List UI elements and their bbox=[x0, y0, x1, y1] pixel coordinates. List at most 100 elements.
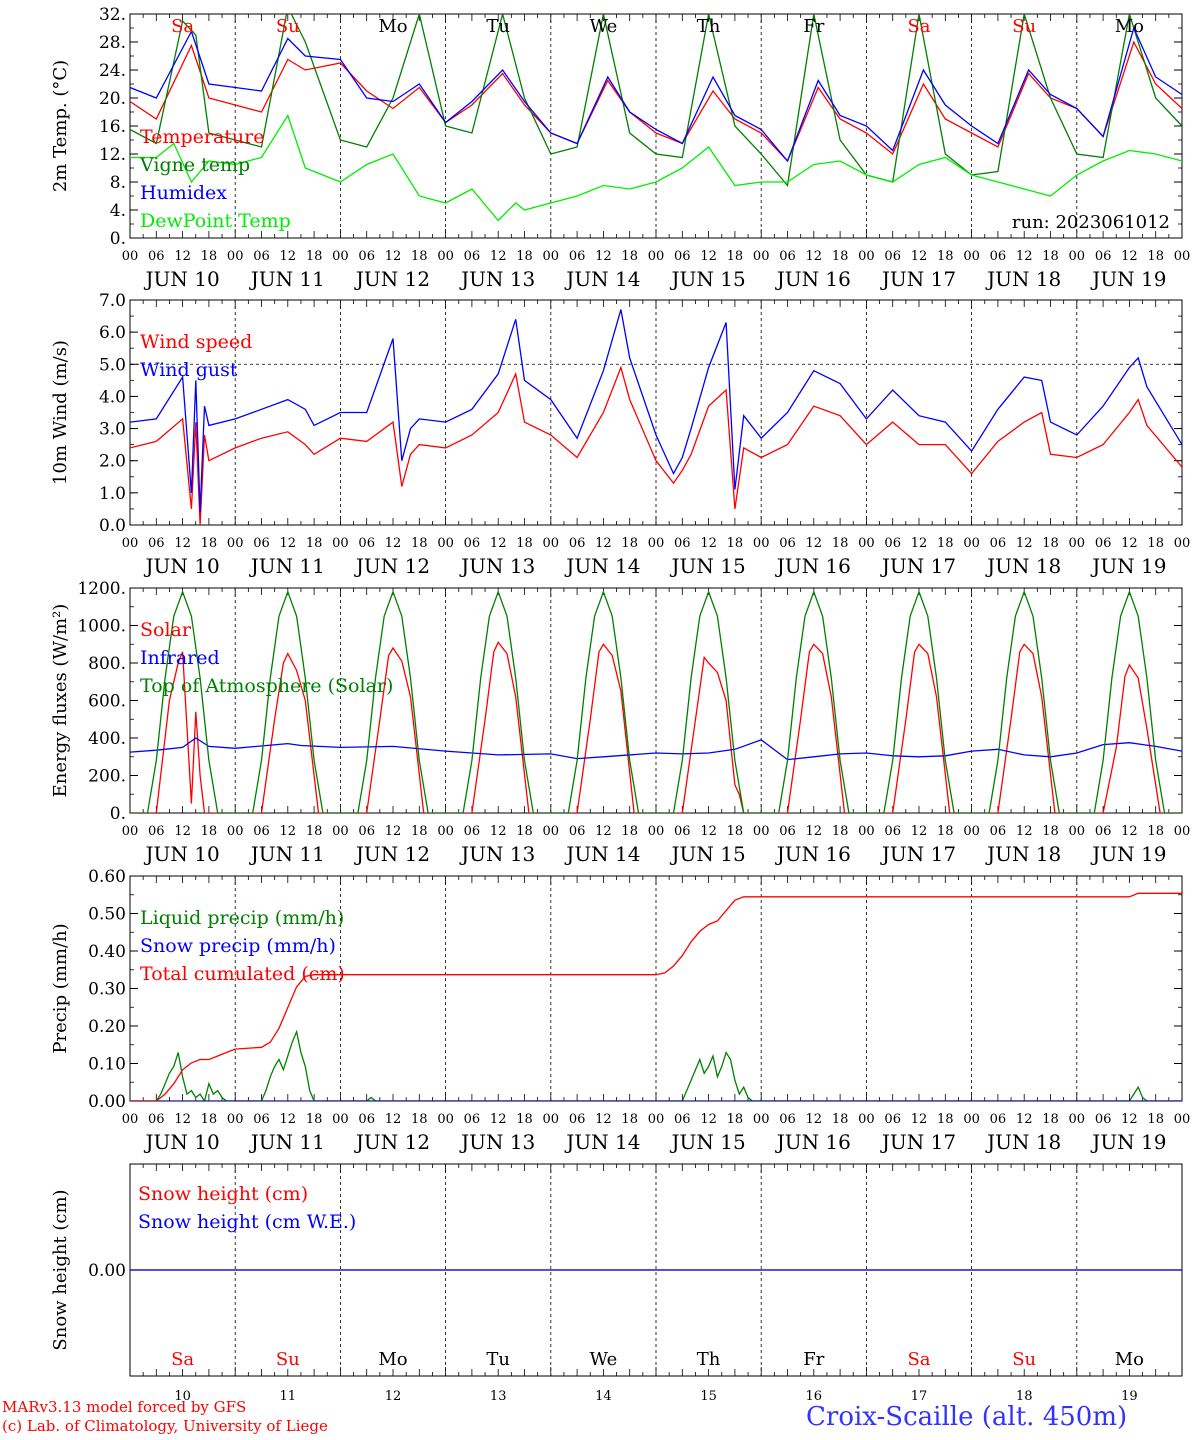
hour-tick-label: 00 bbox=[332, 249, 349, 264]
hour-tick-label: 06 bbox=[779, 1112, 796, 1127]
hour-tick-label: 12 bbox=[174, 249, 191, 264]
hour-tick-label: 18 bbox=[832, 1112, 849, 1127]
date-label: JUN 19 bbox=[1090, 1130, 1166, 1154]
legend-entry: Snow precip (mm/h) bbox=[140, 935, 336, 957]
hour-tick-label: 06 bbox=[990, 824, 1007, 839]
hour-tick-label: 12 bbox=[1121, 1112, 1138, 1127]
date-label: JUN 12 bbox=[354, 842, 430, 866]
hour-tick-label: 00 bbox=[963, 249, 980, 264]
series-line-wind-speed bbox=[130, 365, 1182, 525]
weekday-label: Sa bbox=[171, 1349, 194, 1370]
panel-frame bbox=[129, 13, 1183, 239]
date-label: JUN 19 bbox=[1090, 842, 1166, 866]
y-tick-label: 1.0 bbox=[99, 484, 126, 504]
hour-tick-label: 18 bbox=[306, 249, 323, 264]
hour-tick-label: 18 bbox=[727, 249, 744, 264]
hour-tick-label: 18 bbox=[621, 536, 638, 551]
hour-tick-label: 18 bbox=[832, 249, 849, 264]
date-label: JUN 16 bbox=[775, 267, 851, 291]
hour-tick-label: 00 bbox=[543, 1112, 560, 1127]
hour-tick-label: 06 bbox=[464, 249, 481, 264]
hour-tick-label: 12 bbox=[700, 536, 717, 551]
weekday-label: Fr bbox=[803, 16, 824, 37]
date-label: JUN 19 bbox=[1090, 554, 1166, 578]
hour-tick-label: 06 bbox=[1095, 1112, 1112, 1127]
hour-tick-label: 12 bbox=[174, 536, 191, 551]
day-number-label: 14 bbox=[595, 1389, 612, 1400]
model-credit: MARv3.13 model forced by GFS (c) Lab. of… bbox=[2, 1398, 328, 1436]
hour-tick-label: 18 bbox=[1147, 536, 1164, 551]
panel-wind: 0.0 1.0 2.0 3.0 4.0 5.0 6.0 7.0 10m Wind (m/s) Wi… bbox=[50, 291, 1190, 578]
hour-tick-label: 18 bbox=[937, 249, 954, 264]
panel-precip: 0.00 0.10 0.20 0.30 0.40 0.50 0.60 Precip (mm/h… bbox=[50, 867, 1190, 1154]
hour-tick-label: 00 bbox=[437, 824, 454, 839]
hour-tick-label: 00 bbox=[227, 1112, 244, 1127]
hour-tick-label: 00 bbox=[543, 824, 560, 839]
day-number-label: 11 bbox=[280, 1389, 297, 1400]
hour-tick-label: 06 bbox=[358, 1112, 375, 1127]
weekday-label: Fr bbox=[803, 1349, 824, 1370]
hour-tick-label: 12 bbox=[1016, 536, 1033, 551]
date-label: JUN 17 bbox=[880, 1130, 956, 1154]
date-label: JUN 18 bbox=[985, 267, 1061, 291]
hour-tick-label: 00 bbox=[543, 536, 560, 551]
hour-tick-label: 00 bbox=[858, 249, 875, 264]
day-number-label: 19 bbox=[1121, 1389, 1138, 1400]
y-tick-label: 4. bbox=[110, 201, 126, 221]
hour-tick-label: 18 bbox=[937, 536, 954, 551]
hour-tick-label: 06 bbox=[990, 1112, 1007, 1127]
date-label: JUN 18 bbox=[985, 842, 1061, 866]
y-tick-label: 0.50 bbox=[88, 905, 126, 925]
hour-tick-label: 12 bbox=[174, 1112, 191, 1127]
y-tick-label: 400. bbox=[88, 729, 126, 749]
weekday-label: We bbox=[590, 16, 618, 37]
y-tick-label: 3.0 bbox=[99, 420, 126, 440]
day-number-label: 12 bbox=[385, 1389, 402, 1400]
weekday-label: Sa bbox=[171, 16, 194, 37]
hour-tick-label: 12 bbox=[1016, 824, 1033, 839]
hour-tick-label: 18 bbox=[621, 1112, 638, 1127]
day-number-label: 18 bbox=[1016, 1389, 1033, 1400]
hour-tick-label: 00 bbox=[858, 824, 875, 839]
hour-tick-label: 18 bbox=[621, 249, 638, 264]
y-tick-label: 0.00 bbox=[88, 1261, 126, 1281]
date-label: JUN 16 bbox=[775, 554, 851, 578]
date-label: JUN 17 bbox=[880, 842, 956, 866]
hour-tick-label: 12 bbox=[911, 536, 928, 551]
hour-tick-label: 00 bbox=[858, 1112, 875, 1127]
hour-tick-label: 06 bbox=[884, 1112, 901, 1127]
hour-tick-label: 00 bbox=[543, 249, 560, 264]
hour-tick-label: 00 bbox=[332, 536, 349, 551]
hour-tick-label: 00 bbox=[122, 536, 139, 551]
legend-entry: Top of Atmosphere (Solar) bbox=[140, 675, 393, 697]
panel-frame bbox=[129, 587, 1183, 814]
hour-tick-label: 00 bbox=[122, 1112, 139, 1127]
weekday-label: Sa bbox=[907, 1349, 930, 1370]
hour-tick-label: 18 bbox=[1042, 1112, 1059, 1127]
hour-tick-label: 06 bbox=[569, 824, 586, 839]
weekday-label: Mo bbox=[378, 1349, 407, 1370]
hour-tick-label: 06 bbox=[148, 1112, 165, 1127]
hour-tick-label: 00 bbox=[753, 824, 770, 839]
y-tick-label: 1200. bbox=[77, 579, 126, 599]
date-label: JUN 14 bbox=[564, 842, 640, 866]
hour-tick-label: 06 bbox=[1095, 536, 1112, 551]
day-number-label: 17 bbox=[911, 1389, 928, 1400]
legend-entry: Total cumulated (cm) bbox=[140, 963, 345, 985]
legend-entry: Liquid precip (mm/h) bbox=[140, 907, 344, 929]
hour-tick-label: 12 bbox=[1121, 824, 1138, 839]
hour-tick-label: 18 bbox=[1147, 249, 1164, 264]
hour-tick-label: 06 bbox=[148, 249, 165, 264]
hour-tick-label: 00 bbox=[1069, 824, 1086, 839]
hour-tick-label: 06 bbox=[990, 536, 1007, 551]
y-tick-label: 0. bbox=[110, 229, 126, 249]
y-tick-label: 32. bbox=[99, 5, 126, 25]
date-label: JUN 13 bbox=[459, 267, 535, 291]
date-label: JUN 12 bbox=[354, 267, 430, 291]
hour-tick-label: 00 bbox=[963, 824, 980, 839]
y-tick-label: 0.30 bbox=[88, 980, 126, 1000]
y-tick-label: 4.0 bbox=[99, 387, 126, 407]
panel-snow: 0.00 Snow height (cm) Snow height (cm) Snow… bbox=[50, 1163, 1183, 1400]
panel-frame bbox=[129, 299, 1183, 526]
date-label: JUN 18 bbox=[985, 1130, 1061, 1154]
